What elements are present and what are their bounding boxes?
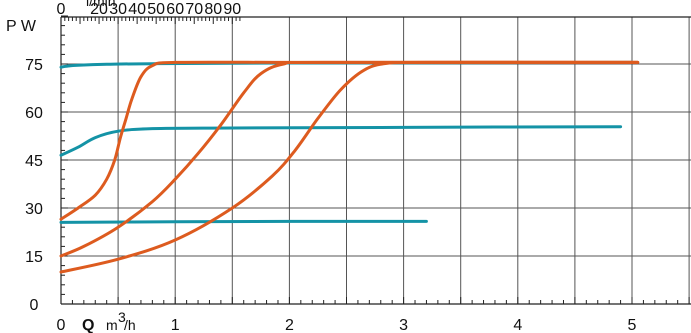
series-layer: [59, 60, 640, 274]
x-axis-unit-prefix: m: [106, 317, 118, 333]
plot-frame: [60, 15, 691, 305]
x-bottom-tick-label-3: 3: [399, 317, 408, 333]
y-tick-label-30: 30: [25, 201, 43, 218]
y-tick-label-15: 15: [25, 249, 43, 266]
x-bottom-tick-label-5: 5: [628, 317, 637, 333]
x-top-tick-label-80: 80: [204, 1, 222, 18]
x-axis-unit-superscript: 3: [118, 309, 126, 325]
series-line-orange-5: [59, 60, 640, 274]
y-tick-label-45: 45: [25, 153, 43, 170]
x-axis-title-symbol: Q: [82, 317, 94, 333]
x-bottom-tick-label-4: 4: [513, 317, 522, 333]
series-line-teal-1: [59, 125, 623, 157]
x-top-tick-label-60: 60: [166, 1, 184, 18]
y-tick-label-60: 60: [25, 105, 43, 122]
x-top-tick-label-30: 30: [109, 1, 127, 18]
y-axis-title: P W: [6, 18, 37, 35]
series-line-teal-2: [59, 219, 428, 224]
grid-layer: [61, 17, 691, 304]
x-bottom-tick-label-2: 2: [285, 317, 294, 333]
x-axis-unit-suffix: /h: [124, 317, 136, 333]
x-bottom-tick-label-1: 1: [171, 317, 180, 333]
series-line-orange-3: [59, 60, 640, 221]
series-line-orange-4: [59, 60, 640, 258]
x-top-tick-label-20: 20: [90, 1, 108, 18]
x-top-tick-label-40: 40: [128, 1, 146, 18]
y-tick-label-75: 75: [25, 57, 43, 74]
x-top-tick-label-50: 50: [147, 1, 165, 18]
x-top-tick-label-0: 0: [57, 1, 66, 18]
x-bottom-tick-label-0: 0: [57, 317, 66, 333]
y-tick-label-0: 0: [30, 297, 39, 314]
x-top-axis-title: l/min: [86, 0, 116, 9]
x-top-tick-label-90: 90: [223, 1, 241, 18]
x-top-tick-label-70: 70: [185, 1, 203, 18]
